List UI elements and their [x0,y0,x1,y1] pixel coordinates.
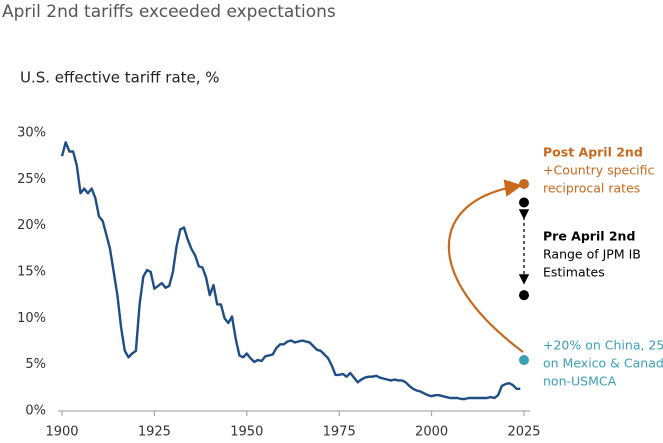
point [519,355,529,366]
y-tick-label: 10% [17,311,46,326]
x-tick-label: 1900 [45,425,78,440]
annotation-text: Estimates [543,265,605,280]
point [519,197,529,208]
x-tick-label: 2025 [507,425,540,440]
arrow [447,179,524,353]
annotation-heading: Pre April 2nd [543,229,635,244]
point [519,178,529,189]
y-tick-label: 5% [25,357,46,372]
annotation-text: non-USMCA [543,374,617,389]
chart-subtitle: U.S. effective tariff rate, % [20,69,220,87]
y-tick-label: 20% [17,218,46,233]
y-tick-label: 30% [17,126,46,141]
y-tick-label: 15% [17,265,46,280]
x-tick-label: 1975 [323,425,356,440]
annotation-text: reciprocal rates [543,181,640,196]
annotation-text: +20% on China, 25% [543,338,663,353]
annotation-text: on Mexico & Canada [543,356,663,371]
annotation-text: +Country specific [543,163,654,178]
x-tick-label: 2000 [415,425,448,440]
line-series [60,141,521,401]
annotation-text: Range of JPM IB [543,247,641,262]
chart-title: April 2nd tariffs exceeded expectations [2,2,336,22]
y-tick-label: 0% [25,404,46,419]
point [519,290,529,301]
x-tick-label: 1925 [138,425,171,440]
x-tick-label: 1950 [230,425,263,440]
y-tick-label: 25% [17,172,46,187]
annotation-heading: Post April 2nd [543,145,643,160]
